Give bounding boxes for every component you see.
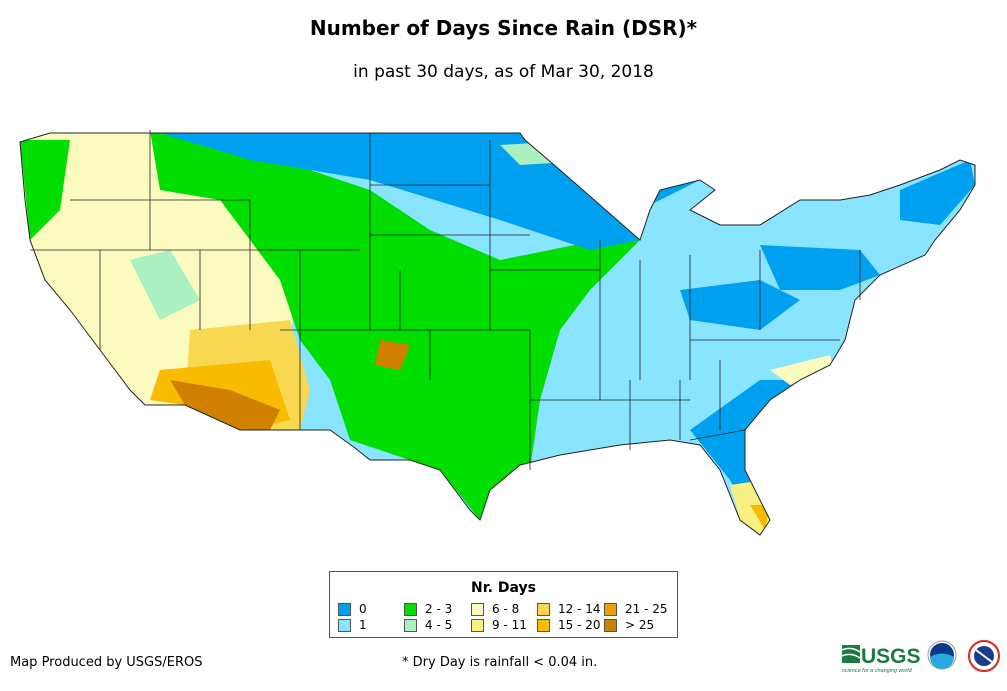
legend-item: 6 - 8 bbox=[471, 602, 519, 616]
legend-item: 2 - 3 bbox=[404, 602, 452, 616]
legend-label: 6 - 8 bbox=[492, 602, 520, 616]
legend-label: 9 - 11 bbox=[492, 618, 527, 632]
legend-swatch bbox=[404, 602, 417, 616]
region-west-4-5-days bbox=[130, 250, 200, 320]
region-arizona-over-25-days bbox=[170, 380, 280, 430]
legend-label: 21 - 25 bbox=[625, 602, 668, 616]
legend-label: 2 - 3 bbox=[425, 602, 453, 616]
region-texas-over-25-days bbox=[375, 340, 410, 370]
legend-label: 15 - 20 bbox=[558, 618, 601, 632]
legend-swatch bbox=[471, 602, 484, 616]
dry-day-footnote: * Dry Day is rainfall < 0.04 in. bbox=[402, 655, 598, 670]
region-plains-2-3-days bbox=[150, 133, 640, 520]
legend-title: Nr. Days bbox=[471, 580, 536, 596]
legend-swatch bbox=[537, 618, 550, 632]
legend-item: 12 - 14 bbox=[537, 602, 601, 616]
legend-item: 4 - 5 bbox=[404, 618, 452, 632]
legend-label: 12 - 14 bbox=[558, 602, 601, 616]
producer-credit: Map Produced by USGS/EROS bbox=[10, 655, 203, 670]
legend-label: 1 bbox=[359, 618, 367, 632]
region-northeast-0-days bbox=[760, 245, 880, 290]
legend-item: 21 - 25 bbox=[604, 602, 668, 616]
map-title: Number of Days Since Rain (DSR)* bbox=[309, 16, 698, 40]
us-days-since-rain-map bbox=[19, 130, 976, 536]
legend-label: 4 - 5 bbox=[425, 618, 453, 632]
legend-swatch bbox=[604, 602, 617, 616]
legend-swatch bbox=[471, 618, 484, 632]
noaa-logo bbox=[927, 640, 957, 670]
map-subtitle: in past 30 days, as of Mar 30, 2018 bbox=[353, 62, 654, 82]
region-florida-15-20-days bbox=[750, 505, 770, 530]
legend-swatch bbox=[537, 602, 550, 616]
legend-item: 1 bbox=[338, 618, 367, 632]
legend-swatch bbox=[404, 618, 417, 632]
legend-item: 0 bbox=[338, 602, 367, 616]
state-borders bbox=[19, 130, 976, 536]
legend-item: > 25 bbox=[604, 618, 654, 632]
region-maine-0-days bbox=[900, 160, 975, 225]
nws-logo bbox=[968, 640, 1000, 672]
region-northwest-2-3-days bbox=[20, 140, 70, 240]
agency-logos: USGS science for a changing world bbox=[842, 640, 1000, 674]
region-ohio-0-days bbox=[680, 280, 800, 330]
legend: Nr. Days 0 1 2 - 3 4 - 5 6 - 8 9 - 11 12… bbox=[329, 571, 678, 638]
legend-item: 15 - 20 bbox=[537, 618, 601, 632]
svg-text:USGS: USGS bbox=[861, 645, 921, 668]
legend-swatch bbox=[604, 618, 617, 632]
legend-swatch bbox=[338, 618, 351, 632]
legend-label: > 25 bbox=[625, 618, 655, 632]
svg-text:science for a changing world: science for a changing world bbox=[842, 668, 913, 674]
legend-label: 0 bbox=[359, 602, 367, 616]
legend-item: 9 - 11 bbox=[471, 618, 527, 632]
legend-swatch bbox=[338, 602, 351, 616]
usgs-logo: USGS science for a changing world bbox=[842, 645, 921, 674]
